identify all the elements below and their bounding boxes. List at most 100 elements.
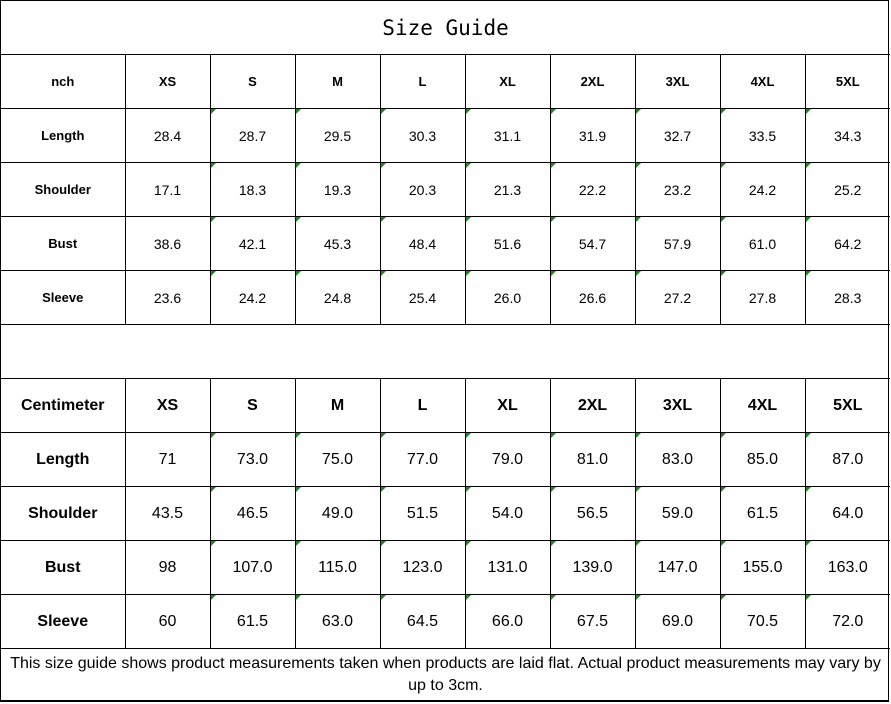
measurement-value: 29.5 xyxy=(294,108,381,163)
measurement-value: 61.5 xyxy=(209,594,296,649)
size-header: S xyxy=(209,378,296,433)
measurement-value: 42.1 xyxy=(209,216,296,271)
measurement-value: 75.0 xyxy=(294,432,381,487)
measurement-value: 25.2 xyxy=(804,162,891,217)
measurement-value: 85.0 xyxy=(719,432,806,487)
measurement-value: 81.0 xyxy=(549,432,636,487)
measurement-value: 61.5 xyxy=(719,486,806,541)
size-header: 2XL xyxy=(549,378,636,433)
measurement-label: Shoulder xyxy=(1,486,126,541)
measurement-value: 19.3 xyxy=(294,162,381,217)
page-title: Size Guide xyxy=(1,1,891,55)
measurement-value: 56.5 xyxy=(549,486,636,541)
measurement-value: 87.0 xyxy=(804,432,891,487)
measurement-value: 107.0 xyxy=(209,540,296,595)
size-header: M xyxy=(294,54,381,109)
measurement-value: 139.0 xyxy=(549,540,636,595)
measurement-value: 64.5 xyxy=(379,594,466,649)
size-header: L xyxy=(379,378,466,433)
title-row: Size Guide xyxy=(1,1,891,55)
table-row: Bust 98 107.0 115.0 123.0 131.0 139.0 147.0 155.… xyxy=(1,540,891,595)
measurement-value: 77.0 xyxy=(379,432,466,487)
measurement-value: 33.5 xyxy=(719,108,806,163)
measurement-value: 155.0 xyxy=(719,540,806,595)
measurement-label: Bust xyxy=(1,216,126,271)
size-header: 4XL xyxy=(719,54,806,109)
measurement-value: 83.0 xyxy=(634,432,721,487)
measurement-value: 26.6 xyxy=(549,270,636,325)
measurement-value: 49.0 xyxy=(294,486,381,541)
measurement-value: 54.0 xyxy=(464,486,551,541)
size-header: XS xyxy=(124,378,211,433)
measurement-value: 24.2 xyxy=(719,162,806,217)
measurement-value: 54.7 xyxy=(549,216,636,271)
size-header: 3XL xyxy=(634,378,721,433)
inch-table-header-row: nch XS S M L XL 2XL 3XL 4XL 5XL xyxy=(1,54,891,109)
table-row: Length 28.4 28.7 29.5 30.3 31.1 31.9 32.7 33.5 34… xyxy=(1,108,891,163)
note-row: This size guide shows product measuremen… xyxy=(1,648,891,701)
size-header: M xyxy=(294,378,381,433)
measurement-value: 72.0 xyxy=(804,594,891,649)
measurement-value: 18.3 xyxy=(209,162,296,217)
measurement-value: 79.0 xyxy=(464,432,551,487)
measurement-value: 70.5 xyxy=(719,594,806,649)
size-header: L xyxy=(379,54,466,109)
measurement-value: 61.0 xyxy=(719,216,806,271)
size-header: XL xyxy=(464,54,551,109)
measurement-value: 32.7 xyxy=(634,108,721,163)
measurement-value: 21.3 xyxy=(464,162,551,217)
measurement-value: 63.0 xyxy=(294,594,381,649)
table-row: Sleeve 23.6 24.2 24.8 25.4 26.0 26.6 27.2 27.8 28… xyxy=(1,270,891,325)
measurement-value: 17.1 xyxy=(124,162,211,217)
measurement-label: Length xyxy=(1,108,126,163)
spacer-cell xyxy=(1,324,891,379)
unit-header: nch xyxy=(1,54,126,109)
size-header: 2XL xyxy=(549,54,636,109)
size-header: 4XL xyxy=(719,378,806,433)
measurement-value: 23.6 xyxy=(124,270,211,325)
size-header: S xyxy=(209,54,296,109)
measurement-value: 73.0 xyxy=(209,432,296,487)
measurement-value: 46.5 xyxy=(209,486,296,541)
measurement-value: 26.0 xyxy=(464,270,551,325)
table-row: Sleeve 60 61.5 63.0 64.5 66.0 67.5 69.0 70.5 72.0 xyxy=(1,594,891,649)
unit-header: Centimeter xyxy=(1,378,126,433)
measurement-value: 57.9 xyxy=(634,216,721,271)
measurement-value: 43.5 xyxy=(124,486,211,541)
measurement-value: 31.1 xyxy=(464,108,551,163)
table-row: Shoulder 17.1 18.3 19.3 20.3 21.3 22.2 23.2 24.2… xyxy=(1,162,891,217)
measurement-value: 131.0 xyxy=(464,540,551,595)
measurement-value: 59.0 xyxy=(634,486,721,541)
measurement-label: Sleeve xyxy=(1,270,126,325)
measurement-value: 24.2 xyxy=(209,270,296,325)
measurement-value: 28.3 xyxy=(804,270,891,325)
size-header: XS xyxy=(124,54,211,109)
measurement-value: 64.0 xyxy=(804,486,891,541)
table-row: Bust 38.6 42.1 45.3 48.4 51.6 54.7 57.9 61.0 64.2 xyxy=(1,216,891,271)
cm-table-header-row: Centimeter XS S M L XL 2XL 3XL 4XL 5XL xyxy=(1,378,891,433)
measurement-value: 31.9 xyxy=(549,108,636,163)
measurement-value: 66.0 xyxy=(464,594,551,649)
measurement-value: 23.2 xyxy=(634,162,721,217)
measurement-value: 24.8 xyxy=(294,270,381,325)
measurement-value: 38.6 xyxy=(124,216,211,271)
measurement-value: 147.0 xyxy=(634,540,721,595)
size-header: XL xyxy=(464,378,551,433)
measurement-value: 67.5 xyxy=(549,594,636,649)
size-header: 3XL xyxy=(634,54,721,109)
measurement-value: 20.3 xyxy=(379,162,466,217)
size-header: 5XL xyxy=(804,378,891,433)
measurement-value: 115.0 xyxy=(294,540,381,595)
measurement-value: 51.5 xyxy=(379,486,466,541)
measurement-value: 51.6 xyxy=(464,216,551,271)
spacer-row xyxy=(1,324,891,379)
measurement-value: 28.4 xyxy=(124,108,211,163)
table-row: Shoulder 43.5 46.5 49.0 51.5 54.0 56.5 59.0 61.5… xyxy=(1,486,891,541)
measurement-value: 30.3 xyxy=(379,108,466,163)
measurement-value: 25.4 xyxy=(379,270,466,325)
measurement-note: This size guide shows product measuremen… xyxy=(1,648,891,701)
measurement-value: 27.8 xyxy=(719,270,806,325)
measurement-value: 69.0 xyxy=(634,594,721,649)
